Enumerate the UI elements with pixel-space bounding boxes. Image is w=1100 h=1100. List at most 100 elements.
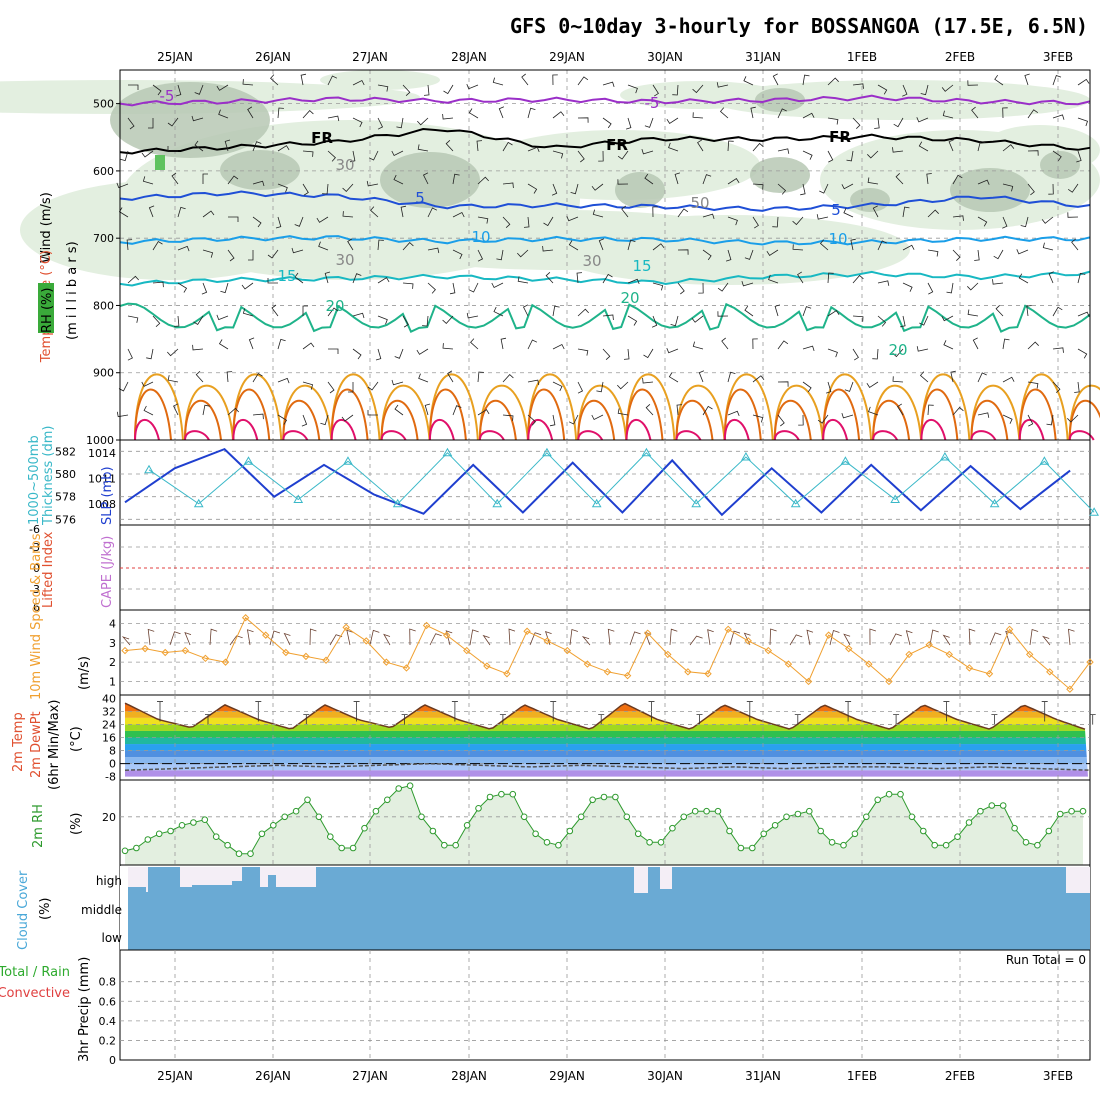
wind-barb	[1052, 150, 1062, 162]
wind10-barb	[629, 631, 641, 646]
rh2m-marker	[726, 827, 733, 835]
wind-barb	[394, 348, 404, 359]
wind-barb	[277, 183, 288, 193]
wind-barb	[492, 77, 504, 86]
wind-barb	[549, 414, 556, 427]
wind-barb	[302, 381, 314, 390]
warm-contour	[380, 430, 407, 441]
wind-barb	[816, 214, 829, 220]
wind-barb	[852, 274, 864, 284]
rh2m-marker	[498, 790, 505, 798]
wind-barb	[602, 273, 613, 284]
wind-barb	[352, 273, 362, 284]
rh-high-region	[380, 152, 480, 208]
wind-barb	[893, 117, 904, 128]
wind-barb	[291, 247, 304, 254]
wind-barb	[772, 216, 779, 228]
wind-barb	[598, 238, 605, 251]
wind10-barb	[569, 628, 579, 646]
wind-barb	[752, 216, 759, 229]
ylabel-thickness: Thickness (dm)	[41, 426, 56, 526]
rh-high-region	[755, 88, 805, 112]
cloud-gap	[146, 867, 148, 892]
wind10-barb	[147, 628, 155, 646]
warm-contour	[282, 399, 321, 441]
rh2m-marker	[612, 793, 619, 801]
wind-barb	[327, 115, 340, 122]
wind-barb	[1074, 381, 1080, 393]
warm-contour	[380, 399, 419, 441]
wind-barb	[1027, 381, 1039, 389]
wind-barb	[543, 216, 554, 227]
wind-barb	[400, 205, 407, 218]
wind-barb	[466, 312, 479, 319]
wind-barb	[1026, 305, 1032, 317]
wind-barb	[552, 343, 565, 350]
wind-barb	[852, 117, 861, 129]
contour-10	[119, 235, 1091, 246]
slp-line	[148, 452, 1095, 513]
wind-barb	[792, 244, 804, 251]
wind-barb	[152, 84, 162, 96]
wind10-marker	[824, 631, 833, 639]
wind-barb	[652, 282, 664, 291]
slp-marker	[840, 456, 851, 465]
temp-band	[125, 744, 1088, 751]
wind-barb	[827, 310, 840, 317]
wind-barb	[827, 272, 834, 284]
cloud-gap	[276, 867, 316, 887]
warm-contour	[625, 419, 652, 441]
warm-contour	[822, 419, 849, 441]
wind10-barb	[905, 630, 913, 646]
wind-barb	[252, 216, 262, 228]
rh2m-marker	[418, 813, 425, 821]
wind-barb	[227, 175, 239, 185]
wind-barb	[523, 216, 530, 228]
rh2m-marker	[315, 813, 323, 821]
wind-barb	[919, 371, 929, 383]
wind-barb	[1052, 114, 1065, 120]
wind10-barb	[968, 628, 976, 646]
temp-band	[125, 763, 1088, 771]
wind-barb	[977, 412, 990, 418]
thickness-tick: 578	[55, 491, 76, 504]
wind-barb	[643, 348, 654, 359]
wind-barb	[477, 409, 490, 416]
wind-barb	[995, 305, 1004, 317]
wind10-marker	[764, 646, 773, 655]
cloud-tick: low	[102, 931, 123, 945]
wind-barb	[1077, 311, 1090, 317]
wind-barb	[717, 282, 729, 292]
wind10-marker	[865, 660, 873, 668]
cape-panel: -6 -3 0 3 6 Lifted Index CAPE (J/kg)	[29, 523, 1091, 614]
wind-barb	[596, 381, 604, 393]
wind-barb	[202, 404, 210, 416]
wind10-marker	[623, 671, 632, 680]
wind-barb	[846, 150, 854, 162]
wind-barb	[1002, 414, 1013, 424]
rh2m-marker	[999, 802, 1007, 809]
temp2m-tick: 0	[109, 758, 116, 771]
rh2m-marker	[201, 816, 209, 824]
wind-barb	[377, 277, 390, 284]
contour-label: FR	[311, 129, 333, 147]
rh2m-marker	[806, 807, 813, 815]
wind10-marker	[463, 646, 471, 655]
wind10-marker	[885, 677, 893, 686]
x-axis-top: 25JAN 26JAN 27JAN 28JAN 29JAN 30JAN 31JAN 1FEB 2…	[157, 50, 1073, 64]
wind-barb	[171, 172, 179, 185]
slp-marker	[442, 447, 453, 457]
wind-barb	[152, 240, 163, 251]
wind10-tick: 4	[109, 618, 116, 631]
wind10-marker	[141, 644, 149, 653]
contour-label: 30	[335, 156, 354, 174]
wind-barb	[941, 315, 954, 322]
wind-barb	[391, 150, 404, 157]
rh2m-marker	[406, 782, 414, 790]
wind-barb	[877, 240, 887, 251]
cape-frame	[119, 524, 1091, 611]
temp2m-tick: 8	[109, 745, 116, 758]
wind-barb	[627, 278, 640, 285]
cape-tick: 3	[33, 583, 40, 596]
wind10-barb	[229, 635, 243, 646]
